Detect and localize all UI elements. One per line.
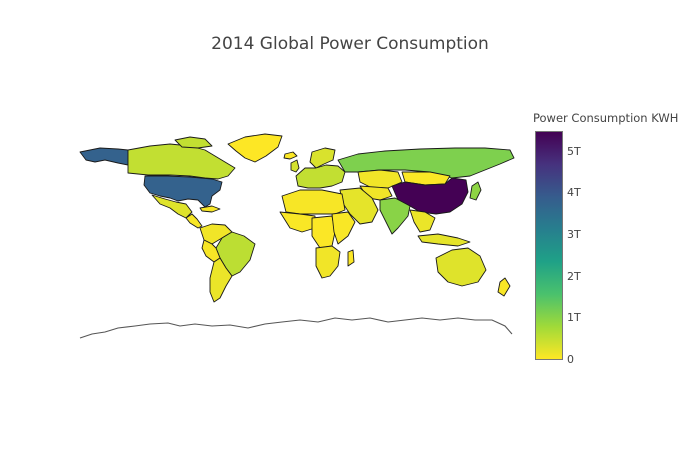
region-indonesia[interactable] [417, 233, 471, 247]
region-caribbean[interactable] [199, 205, 221, 213]
region-india[interactable] [379, 197, 411, 235]
region-china[interactable] [391, 177, 469, 215]
region-central-africa[interactable] [311, 215, 336, 249]
colorbar-tick-label: 3T [567, 228, 581, 242]
region-europe[interactable] [295, 164, 346, 189]
colorbar [535, 131, 563, 360]
region-greenland[interactable] [227, 133, 283, 163]
region-japan[interactable] [469, 181, 482, 201]
colorbar-tick-label: 5T [567, 144, 581, 158]
region-canada-islands[interactable] [174, 136, 213, 149]
region-united-states[interactable] [143, 175, 223, 208]
colorbar-tick-label: 1T [567, 311, 581, 325]
region-uk[interactable] [290, 159, 300, 173]
region-mexico[interactable] [151, 194, 193, 219]
region-peru-bolivia[interactable] [201, 239, 221, 263]
region-west-africa[interactable] [279, 211, 316, 233]
region-canada[interactable] [127, 143, 236, 180]
region-southeast-asia[interactable] [409, 209, 436, 233]
region-madagascar[interactable] [347, 249, 355, 267]
region-east-africa[interactable] [331, 211, 356, 245]
region-alaska[interactable] [79, 147, 129, 166]
region-new-zealand[interactable] [497, 277, 511, 297]
chart-title: 2014 Global Power Consumption [211, 34, 489, 54]
regions-layer [79, 133, 515, 303]
region-antarctica [79, 317, 513, 339]
region-australia[interactable] [435, 247, 487, 287]
region-scandinavia[interactable] [309, 147, 336, 169]
colorbar-tick-label: 2T [567, 269, 581, 283]
region-north-africa[interactable] [281, 189, 346, 215]
region-iceland[interactable] [283, 151, 298, 160]
colorbar-tick-label: 4T [567, 186, 581, 200]
region-southern-cone[interactable] [209, 257, 233, 303]
region-southern-africa[interactable] [315, 245, 341, 279]
region-central-america[interactable] [185, 213, 203, 229]
colorbar-title: Power Consumption KWH [533, 111, 679, 125]
colorbar-tick-label: 0 [567, 353, 574, 366]
